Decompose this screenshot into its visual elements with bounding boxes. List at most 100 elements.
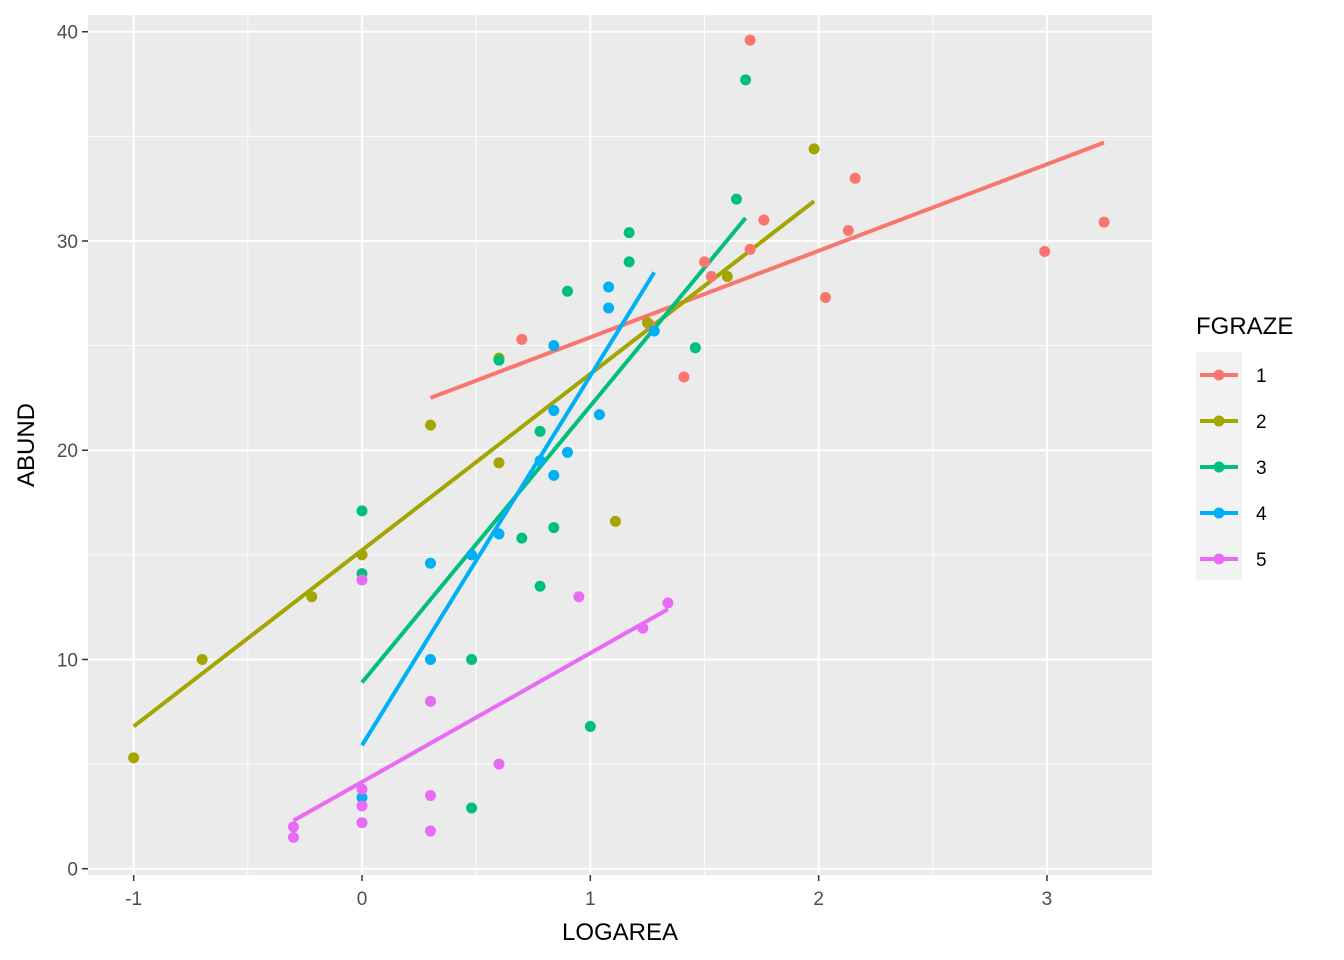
data-point-5 bbox=[424, 825, 436, 837]
data-point-1 bbox=[705, 271, 717, 283]
fit-line-2 bbox=[132, 199, 816, 729]
data-point-1 bbox=[516, 333, 528, 345]
data-point-4 bbox=[603, 281, 615, 293]
y-tick-label: 30 bbox=[57, 232, 78, 253]
data-point-5 bbox=[424, 695, 436, 707]
legend-label-3: 3 bbox=[1256, 458, 1267, 479]
data-point-4 bbox=[603, 302, 615, 314]
data-point-2 bbox=[808, 143, 820, 155]
fit-line-3 bbox=[360, 216, 748, 684]
data-point-4 bbox=[534, 455, 546, 467]
x-axis: -1 0 1 2 3 bbox=[125, 875, 1052, 910]
data-point-5 bbox=[493, 758, 505, 770]
data-point-5 bbox=[573, 591, 585, 603]
data-point-2 bbox=[424, 419, 436, 431]
y-axis-title: ABUND bbox=[13, 403, 40, 487]
fit-line-4 bbox=[360, 271, 656, 747]
legend: FGRAZE 1 2 3 4 5 bbox=[1196, 313, 1293, 580]
data-point-3 bbox=[534, 580, 546, 592]
data-point-1 bbox=[744, 243, 756, 255]
y-tick-label: 0 bbox=[67, 860, 78, 881]
legend-key-point-1 bbox=[1213, 369, 1225, 381]
data-point-2 bbox=[641, 317, 653, 329]
x-tick-label: -1 bbox=[125, 889, 142, 910]
legend-key-point-5 bbox=[1213, 553, 1225, 565]
legend-title: FGRAZE bbox=[1196, 313, 1293, 340]
data-point-5 bbox=[356, 800, 368, 812]
data-point-2 bbox=[306, 591, 318, 603]
data-point-1 bbox=[1039, 245, 1051, 257]
data-point-2 bbox=[128, 752, 140, 764]
legend-label-1: 1 bbox=[1256, 366, 1267, 387]
data-point-3 bbox=[584, 720, 596, 732]
data-point-1 bbox=[698, 256, 710, 268]
legend-key-point-3 bbox=[1213, 461, 1225, 473]
x-tick-label: 2 bbox=[813, 889, 824, 910]
data-point-4 bbox=[548, 469, 560, 481]
data-point-4 bbox=[424, 557, 436, 569]
data-point-1 bbox=[744, 34, 756, 46]
y-tick-label: 20 bbox=[57, 441, 78, 462]
data-point-3 bbox=[534, 425, 546, 437]
data-point-2 bbox=[721, 271, 733, 283]
data-point-3 bbox=[623, 256, 635, 268]
legend-label-2: 2 bbox=[1256, 412, 1267, 433]
data-point-1 bbox=[842, 225, 854, 237]
legend-key-point-2 bbox=[1213, 415, 1225, 427]
data-point-4 bbox=[493, 528, 505, 540]
data-point-4 bbox=[356, 792, 368, 804]
data-point-4 bbox=[466, 549, 478, 561]
data-point-5 bbox=[287, 821, 299, 833]
data-point-2 bbox=[196, 653, 208, 665]
data-point-3 bbox=[516, 532, 528, 544]
data-point-1 bbox=[1098, 216, 1110, 228]
data-point-1 bbox=[678, 371, 690, 383]
data-point-5 bbox=[356, 783, 368, 795]
fit-lines bbox=[132, 140, 1105, 823]
data-point-4 bbox=[648, 325, 660, 337]
y-tick-label: 10 bbox=[57, 650, 78, 671]
fit-line-1 bbox=[429, 140, 1105, 400]
data-point-3 bbox=[466, 802, 478, 814]
plot-panel bbox=[88, 15, 1152, 875]
data-point-4 bbox=[561, 446, 573, 458]
data-point-2 bbox=[356, 549, 368, 561]
data-point-3 bbox=[561, 285, 573, 297]
data-point-4 bbox=[593, 409, 605, 421]
data-point-5 bbox=[424, 789, 436, 801]
data-point-5 bbox=[356, 574, 368, 586]
data-point-3 bbox=[740, 74, 752, 86]
data-points bbox=[128, 34, 1110, 843]
data-point-3 bbox=[356, 505, 368, 517]
data-point-3 bbox=[466, 653, 478, 665]
data-point-3 bbox=[548, 522, 560, 534]
data-point-5 bbox=[356, 817, 368, 829]
data-point-3 bbox=[493, 354, 505, 366]
legend-label-4: 4 bbox=[1256, 504, 1267, 525]
data-point-2 bbox=[609, 515, 621, 527]
data-point-3 bbox=[689, 342, 701, 354]
x-tick-label: 0 bbox=[357, 889, 368, 910]
fit-line-5 bbox=[292, 607, 669, 823]
data-point-5 bbox=[287, 831, 299, 843]
data-point-5 bbox=[637, 622, 649, 634]
legend-label-5: 5 bbox=[1256, 550, 1267, 571]
y-axis: 0 10 20 30 40 bbox=[57, 23, 88, 881]
x-tick-label: 3 bbox=[1042, 889, 1053, 910]
data-point-3 bbox=[623, 227, 635, 239]
data-point-3 bbox=[730, 193, 742, 205]
grid-minor bbox=[88, 15, 1152, 875]
x-tick-label: 1 bbox=[585, 889, 596, 910]
x-axis-title: LOGAREA bbox=[562, 919, 678, 946]
data-point-4 bbox=[424, 653, 436, 665]
legend-key-point-4 bbox=[1213, 507, 1225, 519]
data-point-1 bbox=[758, 214, 770, 226]
data-point-4 bbox=[548, 340, 560, 352]
data-point-1 bbox=[849, 172, 861, 184]
data-point-4 bbox=[548, 404, 560, 416]
data-point-5 bbox=[662, 597, 674, 609]
data-point-2 bbox=[493, 457, 505, 469]
data-point-1 bbox=[819, 291, 831, 303]
y-tick-label: 40 bbox=[57, 23, 78, 44]
